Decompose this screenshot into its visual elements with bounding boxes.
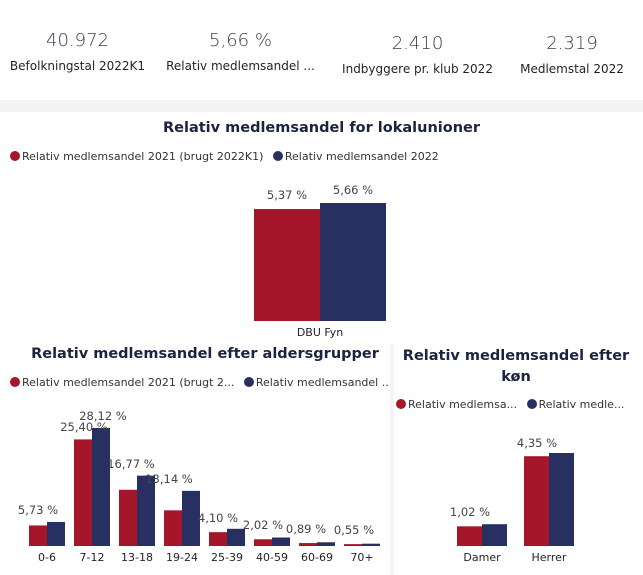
legend-item-2022[interactable]: Relativ medlemsandel ...	[243, 376, 390, 389]
bar-2021-damer[interactable]	[457, 526, 482, 546]
legend-dot-2022	[272, 151, 283, 161]
x-tick-label: 25-39	[211, 551, 243, 564]
legend-label: Relativ medlemsandel 2021 (brugt 2...	[22, 376, 235, 389]
legend-dot-2022	[526, 399, 537, 409]
data-label: 13,14 %	[145, 472, 193, 486]
x-tick-label: 13-18	[121, 551, 153, 564]
legend-item-2022[interactable]: Relativ medlemsandel 2022	[272, 150, 439, 163]
bar-2021-7-12[interactable]	[74, 439, 92, 546]
bar-2022-damer[interactable]	[482, 524, 507, 546]
legend-item-2021[interactable]: Relativ medlemsa...	[396, 398, 517, 411]
chart-panel-aldersgrupper[interactable]: Relativ medlemsandel efter aldersgrupper…	[0, 344, 390, 575]
kpi-value: 5,66 %	[209, 30, 272, 51]
kpi-strip: 40.972 Befolkningstal 2022K1 5,66 % Rela…	[0, 0, 643, 100]
data-label: 5,73 %	[18, 503, 58, 517]
x-tick-label: 40-59	[256, 551, 288, 564]
x-tick-label: 0-6	[38, 551, 56, 564]
kpi-label: Befolkningstal 2022K1	[9, 59, 146, 73]
bar-2021-herrer[interactable]	[524, 456, 549, 546]
legend-label: Relativ medlemsa...	[408, 398, 518, 411]
kpi-label: Indbyggere pr. klub 2022	[342, 62, 493, 76]
bar-2021-0-6[interactable]	[29, 525, 47, 546]
legend-dot-2022	[243, 377, 254, 387]
data-label: 1,02 %	[450, 505, 490, 519]
legend-dot-2021	[396, 399, 406, 409]
data-label: 16,77 %	[107, 457, 155, 471]
data-label: 5,37 %	[267, 188, 307, 202]
data-label: 4,35 %	[517, 436, 557, 450]
data-label: 2,02 %	[243, 518, 283, 532]
data-label: 0,89 %	[286, 522, 326, 536]
kpi-value: 40.972	[46, 30, 109, 51]
bar-2022-19-24[interactable]	[182, 490, 200, 546]
bar-2022-40-59[interactable]	[272, 537, 290, 546]
legend-label: Relativ medlemsandel ...	[255, 376, 390, 389]
bar-2022-7-12[interactable]	[92, 428, 110, 546]
bar-2021-25-39[interactable]	[209, 532, 227, 546]
x-tick-label: 19-24	[166, 551, 198, 564]
legend-dot-2021	[10, 377, 20, 387]
bar-2021-70-[interactable]	[344, 544, 362, 546]
data-label: 28,12 %	[79, 409, 127, 423]
legend-dot-2021	[10, 151, 20, 161]
x-tick-label: DBU Fyn	[297, 326, 343, 339]
legend-item-2021[interactable]: Relativ medlemsandel 2021 (brugt 2...	[10, 376, 234, 389]
chart-plot-aldersgrupper: 0-6 7-12 13-18 19-24 25-39 40-59 60-69 70+ 5,73 …	[18, 409, 380, 564]
x-tick-label: 7-12	[80, 551, 105, 564]
chart-plot-koen: Damer Herrer 1,02 % 4,35 %	[450, 436, 574, 564]
bar-2021-40-59[interactable]	[254, 539, 272, 546]
kpi-card-members[interactable]: 2.319 Medlemstal 2022	[512, 33, 632, 76]
chart-plot-lokalunioner: DBU Fyn 5,37 % 5,66 %	[254, 183, 386, 339]
x-tick-label: Herrer	[532, 551, 567, 564]
data-label: 5,66 %	[333, 183, 373, 197]
chart-title: Relativ medlemsandel efter aldersgrupper	[31, 346, 379, 362]
chart-legend: Relativ medlemsandel 2021 (brugt 2... Re…	[10, 376, 390, 389]
bar-2021-dbu-fyn[interactable]	[254, 209, 320, 321]
kpi-label: Medlemstal 2022	[520, 62, 624, 76]
data-label: 4,10 %	[198, 511, 238, 525]
bar-2022-70-[interactable]	[362, 543, 380, 546]
kpi-card-inhabitants-per-club[interactable]: 2.410 Indbyggere pr. klub 2022	[335, 33, 500, 76]
bar-2022-herrer[interactable]	[549, 453, 574, 546]
legend-label: Relativ medlemsandel 2022	[284, 150, 439, 163]
bar-2021-13-18[interactable]	[119, 489, 137, 546]
kpi-card-population[interactable]: 40.972 Befolkningstal 2022K1	[0, 30, 155, 73]
chart-legend: Relativ medlemsa... Relativ medle...	[396, 398, 636, 411]
kpi-value: 2.410	[391, 33, 444, 54]
data-label: 25,40 %	[60, 420, 108, 434]
bar-2021-60-69[interactable]	[299, 543, 317, 546]
legend-item-2022[interactable]: Relativ medle...	[526, 398, 625, 411]
legend-item-2021[interactable]: Relativ medlemsandel 2021 (brugt 2022K1)	[10, 150, 263, 163]
legend-label: Relativ medle...	[538, 398, 625, 411]
data-label: 0,55 %	[334, 523, 374, 537]
chart-panel-koen[interactable]: Relativ medlemsandel efter køn Relativ m…	[394, 344, 643, 575]
x-tick-label: Damer	[463, 551, 501, 564]
x-tick-label: 70+	[350, 551, 373, 564]
chart-title: Relativ medlemsandel for lokalunioner	[162, 120, 481, 136]
x-tick-label: 60-69	[301, 551, 333, 564]
bar-2022-0-6[interactable]	[47, 521, 65, 546]
kpi-label: Relativ medlemsandel ...	[166, 59, 315, 73]
legend-label: Relativ medlemsandel 2021 (brugt 2022K1)	[22, 150, 264, 163]
bar-2021-19-24[interactable]	[164, 510, 182, 546]
chart-legend: Relativ medlemsandel 2021 (brugt 2022K1)…	[10, 150, 630, 163]
kpi-card-relative-share[interactable]: 5,66 % Relativ medlemsandel ...	[158, 30, 323, 73]
bar-2022-dbu-fyn[interactable]	[320, 203, 386, 321]
kpi-value: 2.319	[546, 33, 598, 54]
bar-2022-13-18[interactable]	[137, 475, 155, 546]
bar-2022-60-69[interactable]	[317, 542, 335, 546]
chart-title: Relativ medlemsandel efter køn	[402, 348, 630, 385]
bar-2022-25-39[interactable]	[227, 528, 245, 546]
chart-panel-lokalunioner[interactable]: Relativ medlemsandel for lokalunioner Re…	[0, 112, 643, 344]
